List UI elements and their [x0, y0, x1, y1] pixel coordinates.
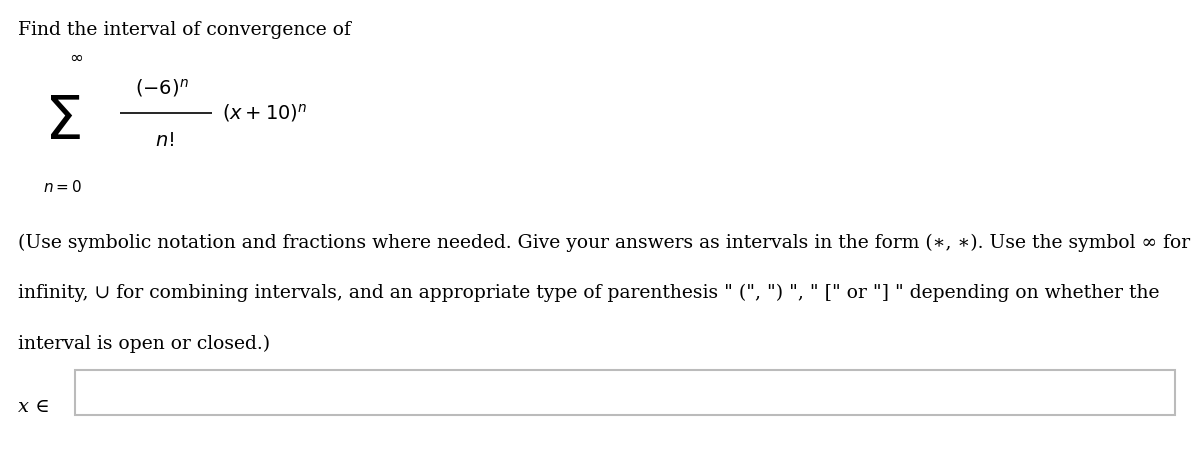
- Text: $(-6)^n$: $(-6)^n$: [136, 77, 188, 99]
- Text: $n!$: $n!$: [155, 132, 174, 150]
- Text: (Use symbolic notation and fractions where needed. Give your answers as interval: (Use symbolic notation and fractions whe…: [18, 233, 1190, 252]
- Text: $n{=}0$: $n{=}0$: [43, 179, 82, 195]
- Text: interval is open or closed.): interval is open or closed.): [18, 335, 270, 353]
- Text: x ∈: x ∈: [18, 399, 49, 416]
- Text: Find the interval of convergence of: Find the interval of convergence of: [18, 21, 350, 39]
- Text: infinity, ∪ for combining intervals, and an appropriate type of parenthesis " (": infinity, ∪ for combining intervals, and…: [18, 284, 1159, 303]
- Text: $\infty$: $\infty$: [68, 49, 83, 66]
- Text: $(x + 10)^n$: $(x + 10)^n$: [222, 102, 307, 124]
- Text: $\Sigma$: $\Sigma$: [44, 92, 80, 152]
- FancyBboxPatch shape: [74, 370, 1175, 415]
